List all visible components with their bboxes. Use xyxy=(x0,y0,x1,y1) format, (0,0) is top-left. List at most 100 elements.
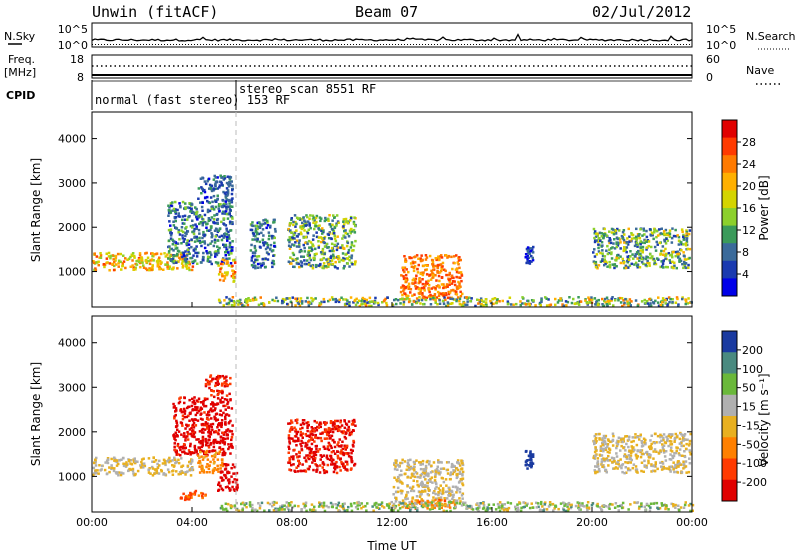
velocity-cell xyxy=(206,427,209,430)
velocity-cell xyxy=(517,508,520,512)
velocity-cell xyxy=(412,472,415,476)
velocity-cell xyxy=(229,376,232,380)
power-cell xyxy=(664,265,668,269)
power-cell xyxy=(403,255,406,258)
power-cell xyxy=(303,246,306,250)
cpid-strip: CPID normal (fast stereo) 153 RF stereo_… xyxy=(6,80,692,110)
power-cell xyxy=(354,224,357,227)
power-cell xyxy=(167,204,170,207)
power-cell xyxy=(290,218,293,221)
power-cell xyxy=(229,262,233,265)
power-cell xyxy=(435,285,438,288)
power-cell xyxy=(133,256,136,259)
power-cell xyxy=(404,285,408,289)
velocity-cell xyxy=(203,411,206,414)
velocity-cell xyxy=(670,440,673,443)
velocity-cell xyxy=(664,450,668,453)
power-cell xyxy=(601,252,604,255)
power-cell xyxy=(680,241,683,244)
power-cell xyxy=(652,237,655,241)
velocity-cell xyxy=(335,471,339,475)
velocity-cell xyxy=(215,419,218,422)
power-cell xyxy=(415,301,419,305)
velocity-cell xyxy=(422,475,426,479)
power-cell xyxy=(414,279,417,282)
velocity-cell xyxy=(94,458,97,461)
power-cell xyxy=(348,304,351,308)
power-cell xyxy=(675,266,678,270)
power-cell xyxy=(350,261,353,265)
velocity-cell xyxy=(339,421,342,424)
power-cell xyxy=(633,237,636,240)
velocity-cell xyxy=(315,470,318,473)
power-cell xyxy=(655,240,658,244)
velocity-cell xyxy=(218,484,222,487)
velocity-cell xyxy=(412,504,415,507)
power-cell xyxy=(649,234,653,237)
velocity-cell xyxy=(452,499,456,503)
velocity-cell xyxy=(596,470,599,474)
velocity-cell xyxy=(412,460,416,464)
power-cell xyxy=(419,272,422,276)
velocity-cell xyxy=(471,508,475,511)
velocity-cell xyxy=(673,452,676,455)
velocity-cell xyxy=(216,418,220,421)
velocity-cell xyxy=(456,486,459,490)
power-cell xyxy=(455,270,459,274)
power-cell xyxy=(596,232,600,236)
velocity-cell xyxy=(319,458,322,461)
power-cell xyxy=(216,217,220,221)
power-cell xyxy=(642,229,646,232)
power-cell xyxy=(439,269,443,273)
power-cell xyxy=(559,298,563,302)
power-cell xyxy=(432,286,435,289)
power-cell xyxy=(654,262,658,266)
power-cell xyxy=(676,234,679,237)
power-cell xyxy=(649,302,652,305)
power-cell xyxy=(353,231,357,234)
power-cell xyxy=(218,299,221,303)
power-cell xyxy=(666,265,669,269)
power-cell xyxy=(191,210,195,214)
velocity-cell xyxy=(153,472,156,475)
velocity-cell xyxy=(333,466,336,469)
velocity-cell xyxy=(445,461,449,464)
velocity-cell xyxy=(661,443,664,446)
power-cell xyxy=(653,262,656,266)
power-cell xyxy=(592,227,596,231)
velocity-cell xyxy=(131,469,135,473)
velocity-cell xyxy=(448,492,451,495)
power-cell xyxy=(664,302,667,305)
velocity-cell xyxy=(167,470,171,474)
power-cell xyxy=(646,256,649,259)
power-cell xyxy=(434,274,437,277)
power-cell xyxy=(231,221,234,224)
power-cell xyxy=(169,237,173,240)
velocity-cell xyxy=(191,419,195,422)
power-cell xyxy=(187,239,191,243)
power-cell xyxy=(188,202,191,205)
velocity-cell xyxy=(522,506,525,509)
power-cell xyxy=(349,228,353,231)
velocity-cell xyxy=(667,444,670,448)
velocity-cell xyxy=(183,409,187,413)
power-cell xyxy=(655,229,659,233)
velocity-cell xyxy=(325,433,329,436)
power-cell xyxy=(347,235,351,238)
power-cell xyxy=(272,262,276,266)
velocity-cell xyxy=(431,470,434,473)
power-cell xyxy=(200,244,203,248)
power-cell xyxy=(228,220,232,223)
power-cell xyxy=(225,296,228,299)
velocity-cell xyxy=(606,450,609,454)
power-cell xyxy=(458,282,461,285)
velocity-cell xyxy=(221,458,224,461)
velocity-cell xyxy=(627,454,631,457)
power-cell xyxy=(290,217,293,220)
power-cell xyxy=(323,300,326,304)
velocity-cell xyxy=(154,459,158,462)
power-cell xyxy=(440,268,444,271)
velocity-cell xyxy=(173,442,176,445)
velocity-cell xyxy=(670,446,673,449)
power-cell xyxy=(595,300,598,304)
